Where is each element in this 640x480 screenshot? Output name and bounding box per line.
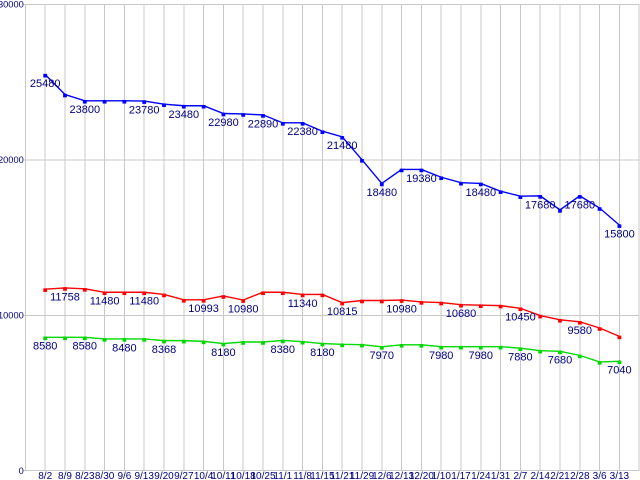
svg-text:12/13: 12/13 [389, 471, 414, 480]
svg-text:2/28: 2/28 [570, 471, 590, 480]
svg-text:3/13: 3/13 [610, 471, 630, 480]
svg-text:10993: 10993 [188, 303, 219, 315]
svg-text:2/21: 2/21 [550, 471, 570, 480]
svg-text:10980: 10980 [386, 303, 417, 315]
svg-text:25480: 25480 [30, 78, 61, 90]
svg-text:10/18: 10/18 [231, 471, 256, 480]
svg-text:9580: 9580 [568, 325, 592, 337]
svg-text:11340: 11340 [288, 298, 318, 310]
svg-text:8/9: 8/9 [58, 471, 72, 480]
svg-text:17680: 17680 [525, 199, 556, 211]
svg-text:22380: 22380 [287, 126, 318, 138]
svg-text:10000: 10000 [0, 311, 24, 321]
svg-text:11/21: 11/21 [330, 471, 355, 480]
svg-text:7970: 7970 [370, 350, 394, 362]
svg-text:9/20: 9/20 [154, 471, 174, 480]
svg-text:7040: 7040 [607, 365, 631, 377]
svg-text:22980: 22980 [208, 117, 239, 129]
svg-text:8180: 8180 [310, 347, 334, 359]
svg-text:8580: 8580 [73, 341, 97, 353]
svg-text:8380: 8380 [271, 344, 295, 356]
svg-text:1/31: 1/31 [491, 471, 511, 480]
svg-text:9/27: 9/27 [174, 471, 194, 480]
svg-text:10/25: 10/25 [250, 471, 275, 480]
svg-text:12/20: 12/20 [409, 471, 434, 480]
svg-text:8/2: 8/2 [38, 471, 52, 480]
svg-text:1/17: 1/17 [451, 471, 471, 480]
svg-text:2/7: 2/7 [513, 471, 527, 480]
svg-text:9/13: 9/13 [134, 471, 154, 480]
svg-text:17680: 17680 [565, 199, 596, 211]
svg-text:11/29: 11/29 [350, 471, 375, 480]
svg-text:11/8: 11/8 [293, 471, 312, 480]
svg-text:11/15: 11/15 [310, 471, 335, 480]
svg-text:12/6: 12/6 [372, 471, 392, 480]
svg-text:11480: 11480 [90, 296, 120, 308]
svg-text:23800: 23800 [70, 104, 101, 116]
svg-text:8180: 8180 [211, 347, 235, 359]
svg-text:10450: 10450 [505, 312, 536, 324]
svg-text:19380: 19380 [406, 173, 437, 185]
svg-text:21480: 21480 [327, 140, 358, 152]
svg-text:18480: 18480 [466, 187, 497, 199]
svg-text:8580: 8580 [33, 341, 57, 353]
svg-text:10980: 10980 [228, 303, 259, 315]
svg-text:20000: 20000 [0, 155, 24, 165]
svg-text:30000: 30000 [0, 0, 24, 10]
svg-text:8368: 8368 [152, 344, 176, 356]
svg-text:23480: 23480 [169, 109, 200, 121]
svg-text:0: 0 [19, 466, 24, 476]
svg-text:8/30: 8/30 [95, 471, 115, 480]
svg-text:18480: 18480 [367, 187, 398, 199]
svg-text:2/14: 2/14 [530, 471, 550, 480]
svg-text:10815: 10815 [327, 306, 358, 318]
svg-text:1/10: 1/10 [431, 471, 451, 480]
svg-text:11/1: 11/1 [273, 471, 292, 480]
svg-text:10/4: 10/4 [194, 471, 214, 480]
svg-text:7980: 7980 [429, 350, 453, 362]
svg-text:11480: 11480 [129, 296, 159, 308]
svg-text:10/11: 10/11 [211, 471, 236, 480]
svg-text:23780: 23780 [129, 104, 160, 116]
svg-text:7880: 7880 [508, 352, 532, 364]
svg-text:7680: 7680 [548, 355, 572, 367]
svg-text:3/6: 3/6 [593, 471, 607, 480]
svg-text:7980: 7980 [469, 350, 493, 362]
svg-text:10680: 10680 [446, 308, 477, 320]
svg-text:9/6: 9/6 [117, 471, 131, 480]
svg-text:8/23: 8/23 [75, 471, 95, 480]
svg-text:8480: 8480 [112, 342, 136, 354]
svg-text:15800: 15800 [604, 229, 635, 241]
svg-text:11758: 11758 [50, 291, 80, 303]
svg-text:22890: 22890 [248, 118, 279, 130]
svg-text:1/24: 1/24 [471, 471, 491, 480]
